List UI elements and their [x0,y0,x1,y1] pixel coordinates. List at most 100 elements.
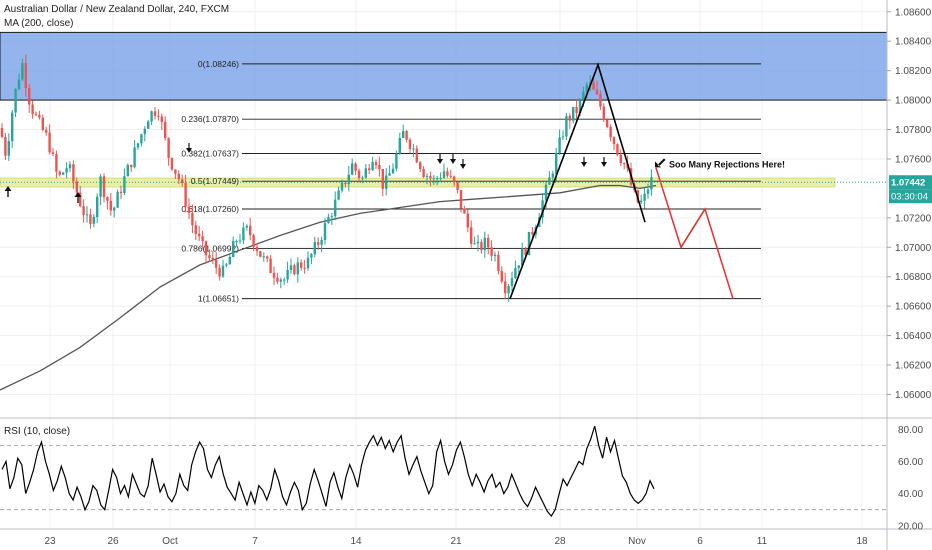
candle-body [55,154,58,172]
candle-body [4,137,7,156]
fib-level-label: 0.5(1.07449) [191,176,239,186]
fib-level-label: 0.382(1.07637) [181,149,239,159]
fib-level-label: 1(1.06651) [198,294,239,304]
candle-body [181,179,184,183]
candle-body [28,88,31,105]
candle-body [507,286,510,294]
rejections-note[interactable]: Soo Many Rejections Here! [655,158,785,169]
candle-body [269,258,272,274]
rsi-line [1,425,655,518]
candle-body [228,256,231,265]
candle-body [378,165,381,169]
down-arrow-icon [601,157,607,167]
candle-body [521,248,524,266]
candle-body [466,213,469,228]
candle-body [289,265,293,270]
time-tick-label: 6 [697,536,703,547]
candle-body [157,115,160,117]
time-tick-label: 28 [554,536,566,547]
candle-body [102,176,106,198]
price-tick-label: 1.08200 [895,66,932,77]
note-arrow-icon [655,158,666,168]
candle-body [300,262,303,268]
candle-body [238,240,242,242]
candle-body [99,176,102,197]
rsi-tick-label: 20.00 [898,521,923,532]
candle-body [357,170,361,178]
rsi-levels [0,444,887,511]
candle-body [174,169,177,174]
candle-body [38,114,41,118]
candle-body [21,62,24,80]
wedge-pattern-line[interactable] [509,62,646,300]
time-tick-label: 11 [757,536,768,547]
candle-body [113,207,116,211]
bearish-projection-line[interactable] [655,167,734,300]
candle-body [225,264,228,266]
down-arrow-icon [460,159,466,169]
time-tick-label: 18 [856,536,868,547]
candle-body [619,154,622,164]
last-price-value: 1.07442 [891,178,925,189]
candle-body [514,267,517,279]
candle-body [31,104,34,114]
price-tick-label: 1.07200 [895,213,932,224]
candle-body [272,273,276,278]
candle-body [136,143,140,148]
candle-body [323,222,327,240]
rsi-title[interactable]: RSI (10, close) [4,426,70,437]
price-tick-label: 1.07600 [895,154,932,165]
candle-body [578,99,582,114]
time-tick-label: 21 [450,536,462,547]
candle-body [65,168,68,173]
candle-body [211,258,214,260]
supply-zone [0,31,888,101]
candle-body [606,119,609,127]
rsi-axis[interactable]: 80.00 60.00 40.00 20.00 [898,425,923,533]
down-arrow-icon [186,143,192,153]
indicator-label[interactable]: MA (200, close) [4,18,73,29]
price-tick-label: 1.07800 [895,125,932,136]
candle-body [558,137,561,153]
price-axis[interactable]: 1.08600 1.08400 1.08200 1.08000 1.07800 1.076… [887,7,932,401]
candle-body [153,111,157,116]
candle-body [650,177,653,190]
candle-body [286,269,289,280]
candle-body [497,254,500,272]
candle-body [623,163,626,165]
candle-body [381,168,384,189]
candle-body [75,181,78,193]
candle-body [599,94,602,107]
candle-body [215,259,218,268]
price-tick-label: 1.06600 [895,302,932,313]
candle-body [14,88,17,113]
candle-body [109,200,112,211]
time-tick-label: Nov [628,536,646,547]
candle-body [483,237,486,251]
candle-body [453,176,456,183]
time-tick-label: 14 [350,536,362,547]
candle-body [48,132,51,153]
candle-body [320,239,323,245]
candle-body [449,175,452,177]
fibonacci-retracement[interactable]: 0(1.08246) 0.236(1.07870) 0.382(1.07637) 0.… [181,59,761,304]
candle-body [422,169,425,178]
candle-body [45,129,48,133]
time-tick-label: 23 [44,536,56,547]
candle-body [388,173,391,176]
candle-body [96,196,99,218]
price-tick-label: 1.07000 [895,243,932,254]
candle-body [429,176,432,179]
candle-body [232,241,235,257]
candle-body [7,141,10,156]
rsi-tick-label: 80.00 [898,425,923,436]
price-tick-label: 1.08000 [895,96,932,107]
candle-body [160,116,163,122]
candle-body [17,79,21,89]
time-axis[interactable]: 23 26 Oct 7 14 21 28 Nov 6 11 18 [44,536,868,547]
candle-body [504,281,507,294]
candle-body [106,197,109,201]
candle-body [575,107,578,114]
candle-body [252,235,255,247]
